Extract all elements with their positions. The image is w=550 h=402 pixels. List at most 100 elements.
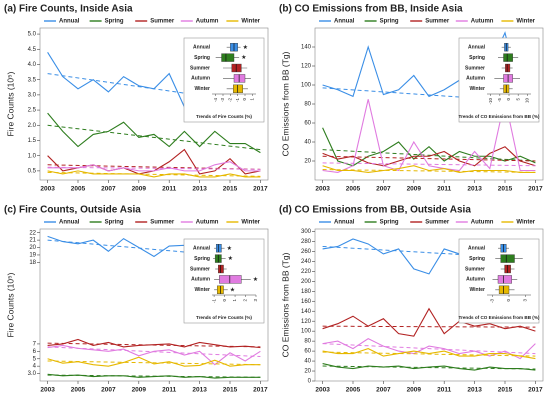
trend-line <box>322 149 536 162</box>
inset-tick-label: 1 <box>232 299 237 302</box>
box <box>505 63 511 73</box>
inset-x-label: Trends of Fire Counts (%) <box>196 315 252 320</box>
box <box>219 275 242 284</box>
trend-line <box>322 162 536 167</box>
x-tick-label: 2003 <box>315 387 330 394</box>
trend-line <box>47 346 261 358</box>
legend-label: Annual <box>334 220 355 226</box>
series-line <box>47 112 261 154</box>
legend-label: Annual <box>334 19 355 25</box>
y-tick-label: 5.0 <box>28 32 37 38</box>
inset-tick-label: -1 <box>211 299 216 303</box>
y-tick-label: 0.5 <box>28 168 37 174</box>
legend-label: Annual <box>59 220 80 226</box>
y-tick-label: 240 <box>301 259 312 265</box>
y-tick-label: 60 <box>304 121 311 127</box>
inset-box-label: Winter <box>469 86 485 92</box>
y-tick-label: 2.0 <box>28 123 37 129</box>
x-tick-label: 2007 <box>376 387 391 394</box>
panel: (d) CO Emissions from BB, Outside Asia CO… <box>279 205 544 394</box>
y-axis-label: Fire Counts (10⁵) <box>5 71 15 136</box>
y-tick-label: 4.5 <box>28 47 37 53</box>
inset-box-label: Winter <box>469 287 485 293</box>
inset-box-label: Autumn <box>466 277 485 283</box>
legend-label: Summer <box>425 19 450 25</box>
y-tick-label: 120 <box>301 319 312 325</box>
series-line <box>47 170 261 178</box>
significance-mark: ★ <box>243 44 248 51</box>
inset-tick-label: 0 <box>222 299 227 302</box>
y-tick-label: 40 <box>304 359 311 365</box>
box <box>218 264 224 274</box>
inset-box-label: Autumn <box>191 277 210 283</box>
legend-label: Autumn <box>471 220 494 226</box>
panel-title: (c) Fire Counts, Outside Asia <box>4 205 141 216</box>
legend-label: Spring <box>380 220 399 226</box>
inset-tick-label: -2 <box>228 98 233 102</box>
y-tick-label: 80 <box>304 102 311 108</box>
trend-line <box>47 342 261 348</box>
trend-line <box>322 155 536 162</box>
inset-tick-label: -4 <box>213 98 218 102</box>
y-tick-label: 100 <box>301 329 312 335</box>
inset-tick-label: 5 <box>515 98 520 101</box>
plot-frame <box>39 228 269 382</box>
x-tick-label: 2003 <box>40 186 55 193</box>
x-tick-label: 2017 <box>253 186 268 193</box>
legend-label: Autumn <box>471 19 494 25</box>
y-tick-label: 2.5 <box>28 108 37 114</box>
y-tick-label: 20 <box>29 245 36 251</box>
inset-tick-label: 0 <box>506 299 511 302</box>
trend-line <box>322 351 536 357</box>
y-tick-label: 120 <box>301 64 312 70</box>
y-tick-label: 4.0 <box>28 62 37 68</box>
y-tick-label: 20 <box>304 159 311 165</box>
inset-x-label: Trends of Fire Counts (%) <box>196 114 252 119</box>
x-tick-label: 2005 <box>346 186 361 193</box>
inset-tick-label: -3 <box>490 299 495 303</box>
inset-box-label: Autumn <box>466 76 485 82</box>
box <box>498 285 510 294</box>
x-tick-label: 2013 <box>192 186 207 193</box>
y-tick-label: 300 <box>301 229 312 235</box>
y-tick-label: 100 <box>301 83 312 89</box>
y-tick-label: 180 <box>301 289 312 295</box>
box <box>215 244 222 253</box>
y-tick-label: 1.5 <box>28 138 37 144</box>
box <box>231 63 242 73</box>
x-tick-label: 2017 <box>528 186 543 193</box>
y-tick-label: 160 <box>301 299 312 305</box>
trend-line <box>322 169 536 173</box>
y-tick-label: 3.0 <box>28 371 37 377</box>
legend-label: Spring <box>105 220 124 226</box>
inset-x-label: Trends of CO Emissions from BB (%) <box>459 114 540 119</box>
x-tick-label: 2011 <box>437 186 451 193</box>
inset-box-label: Annual <box>468 45 486 51</box>
inset-x-label: Trends of CO Emissions from BB (%) <box>459 315 540 320</box>
y-tick-label: 5 <box>33 356 37 362</box>
x-tick-label: 2015 <box>498 186 513 193</box>
x-tick-label: 2011 <box>162 387 176 394</box>
y-tick-label: 1.0 <box>28 153 37 159</box>
x-tick-label: 2005 <box>346 387 361 394</box>
inset-tick-label: 1 <box>250 98 255 101</box>
inset-tick-label: 3 <box>523 299 528 302</box>
y-tick-label: 3.0 <box>28 92 37 98</box>
y-tick-label: 4 <box>33 364 37 370</box>
x-tick-label: 2007 <box>376 186 391 193</box>
y-tick-label: 220 <box>301 269 312 275</box>
x-tick-label: 2005 <box>71 186 86 193</box>
x-tick-label: 2013 <box>467 387 482 394</box>
y-tick-label: 140 <box>301 309 312 315</box>
inset-tick-label: 0 <box>506 98 511 101</box>
y-axis-label: CO Emissions from BB (Tg) <box>280 252 290 357</box>
inset-box-label: Annual <box>193 45 211 51</box>
significance-mark: ★ <box>227 245 232 252</box>
y-axis-label: CO Emissions from BB (Tg) <box>280 51 290 156</box>
x-tick-label: 2007 <box>101 186 116 193</box>
panel: (b) CO Emissions from BB, Inside Asia CO … <box>279 4 544 193</box>
box <box>233 74 246 83</box>
y-tick-label: 6 <box>33 349 37 355</box>
box <box>497 275 512 284</box>
y-tick-label: 260 <box>301 249 312 255</box>
